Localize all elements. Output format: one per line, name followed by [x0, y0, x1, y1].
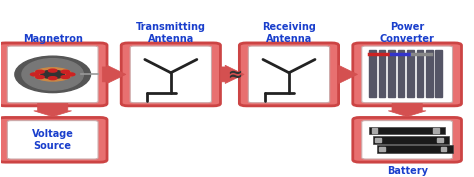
- Text: Battery: Battery: [387, 166, 428, 176]
- Ellipse shape: [22, 59, 83, 90]
- FancyBboxPatch shape: [0, 118, 107, 162]
- Bar: [417, 50, 423, 97]
- Polygon shape: [220, 65, 244, 84]
- Bar: [441, 147, 447, 151]
- Circle shape: [30, 73, 39, 76]
- Bar: [369, 50, 376, 97]
- Bar: [388, 50, 395, 97]
- Circle shape: [66, 73, 75, 76]
- Bar: [433, 129, 439, 133]
- Text: Magnetron: Magnetron: [23, 34, 82, 44]
- Bar: [377, 145, 453, 153]
- Bar: [426, 50, 433, 97]
- Circle shape: [36, 70, 44, 73]
- Bar: [407, 50, 414, 97]
- FancyBboxPatch shape: [7, 121, 98, 159]
- Bar: [372, 129, 377, 133]
- Circle shape: [36, 76, 44, 79]
- Text: Receiving
Antenna: Receiving Antenna: [262, 22, 316, 44]
- FancyBboxPatch shape: [0, 43, 107, 106]
- Circle shape: [61, 76, 70, 79]
- Polygon shape: [34, 103, 72, 117]
- FancyBboxPatch shape: [7, 46, 98, 103]
- Bar: [373, 136, 449, 144]
- FancyBboxPatch shape: [248, 46, 329, 103]
- Polygon shape: [102, 65, 126, 84]
- Text: Transmitting
Antenna: Transmitting Antenna: [136, 22, 206, 44]
- Bar: [437, 138, 443, 142]
- Bar: [398, 50, 404, 97]
- FancyBboxPatch shape: [353, 43, 462, 106]
- FancyBboxPatch shape: [130, 46, 211, 103]
- Bar: [379, 50, 385, 97]
- Ellipse shape: [15, 56, 91, 93]
- Circle shape: [48, 69, 57, 72]
- Text: Power
Converter: Power Converter: [380, 22, 435, 44]
- Circle shape: [41, 70, 64, 79]
- FancyBboxPatch shape: [239, 43, 338, 106]
- Circle shape: [61, 70, 70, 73]
- Circle shape: [34, 68, 72, 81]
- Bar: [436, 50, 442, 97]
- FancyBboxPatch shape: [121, 43, 220, 106]
- FancyBboxPatch shape: [362, 46, 453, 103]
- Bar: [369, 127, 445, 134]
- Bar: [375, 138, 381, 142]
- Circle shape: [48, 77, 57, 80]
- FancyBboxPatch shape: [353, 118, 462, 162]
- Polygon shape: [388, 103, 426, 117]
- Text: ≈: ≈: [227, 65, 242, 83]
- Text: Voltage
Source: Voltage Source: [32, 129, 73, 151]
- Polygon shape: [338, 65, 357, 84]
- Bar: [379, 147, 385, 151]
- FancyBboxPatch shape: [362, 121, 453, 159]
